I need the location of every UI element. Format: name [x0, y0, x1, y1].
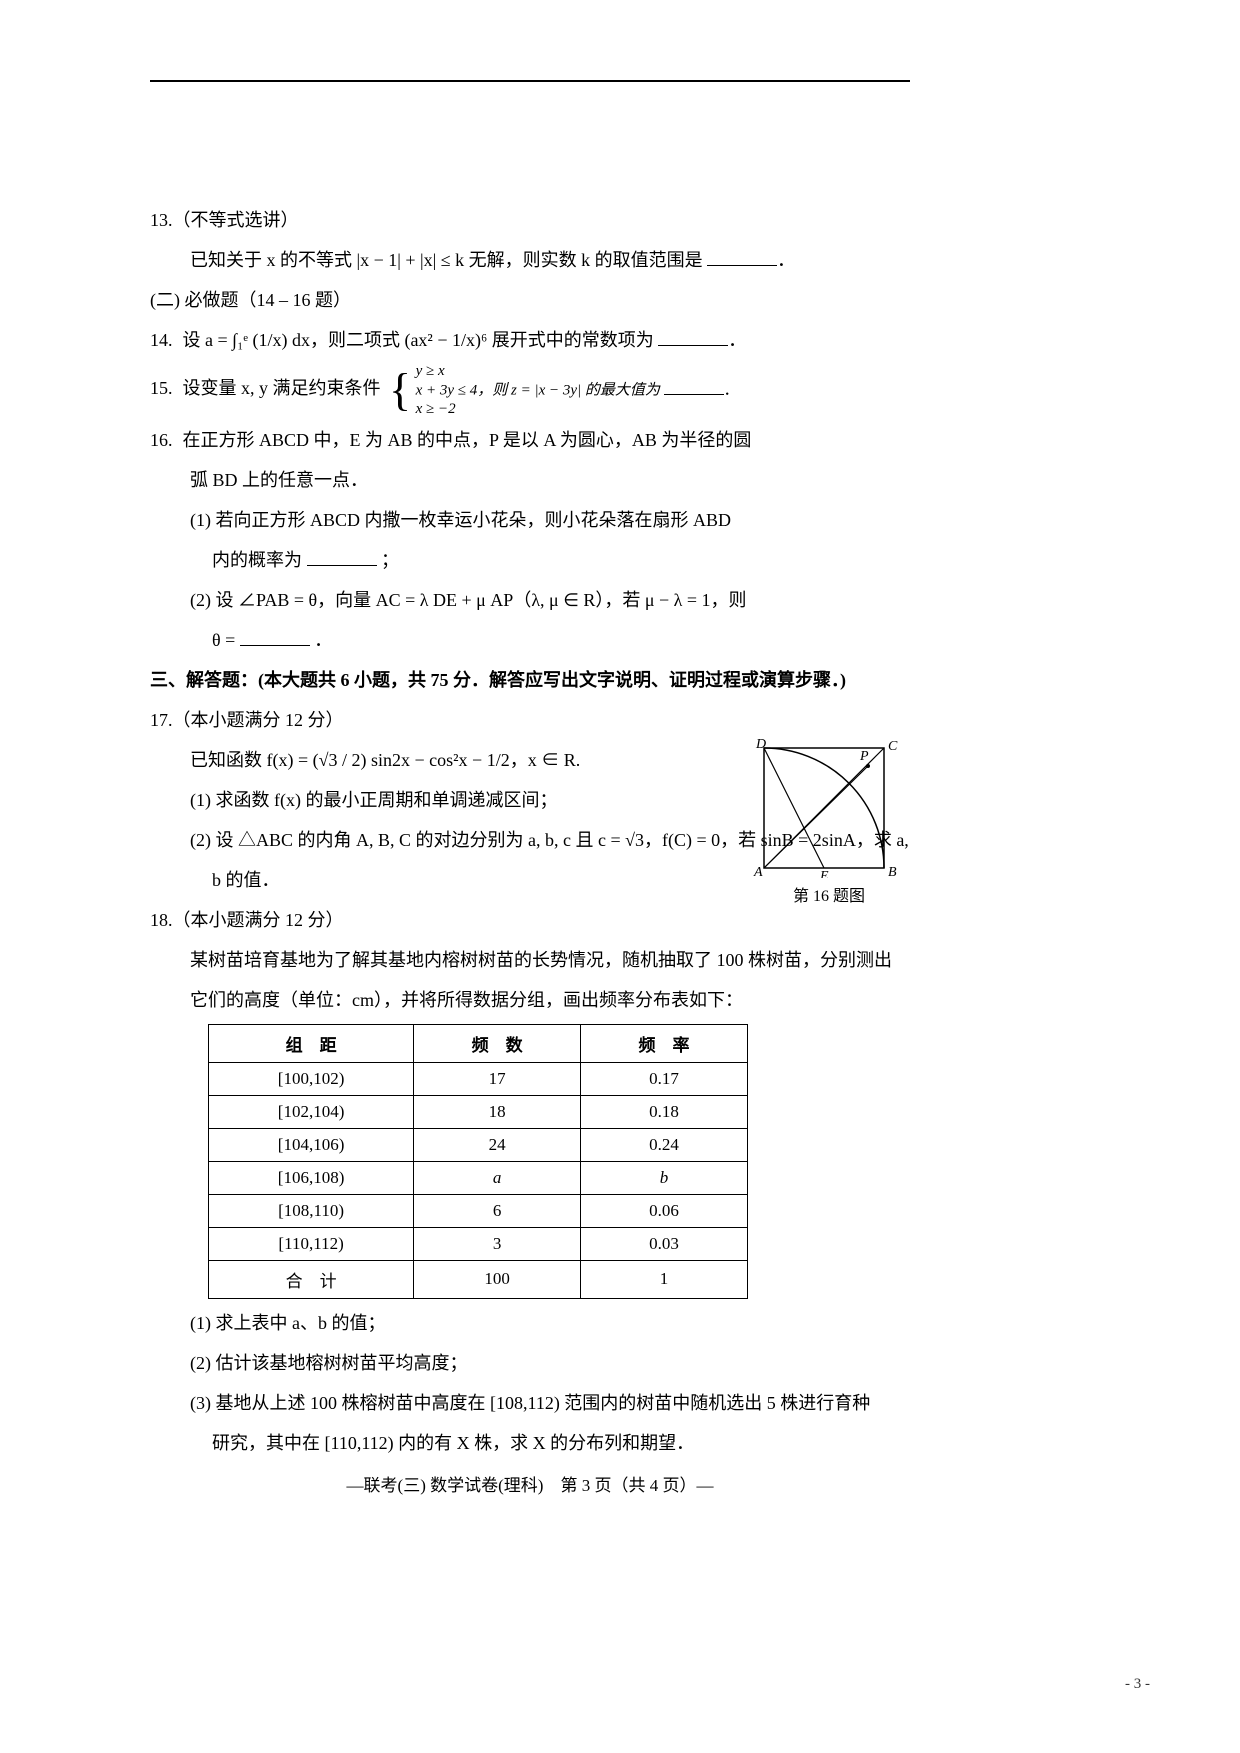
q14: 14. 设 a = ∫₁ᵉ (1/x) dx，则二项式 (ax² − 1/x)⁶…: [150, 322, 910, 358]
top-rule: [150, 80, 910, 82]
page-footer: —联考(三) 数学试卷(理科) 第 3 页（共 4 页）—: [150, 1471, 910, 1496]
lbl-P: P: [859, 749, 869, 764]
q16-num: 16.: [150, 422, 178, 458]
lbl-D: D: [755, 738, 766, 752]
lbl-B: B: [888, 865, 897, 878]
q16-p2a: (2) 设 ∠PAB = θ，向量 AC = λ DE + μ AP（λ, μ …: [150, 582, 910, 618]
q14-body: 设 a = ∫₁ᵉ (1/x) dx，则二项式 (ax² − 1/x)⁶ 展开式…: [183, 330, 654, 350]
q15-lead: 设变量 x, y 满足约束条件: [183, 378, 381, 398]
q18-p3a: (3) 基地从上述 100 株榕树苗中高度在 [108,112) 范围内的树苗中…: [150, 1385, 910, 1421]
q16-p1b: 内的概率为: [212, 550, 302, 570]
q18-head: 18.（本小题满分 12 分）: [150, 902, 910, 938]
q16-p2b: θ =: [212, 630, 235, 650]
q13-tag: 13.（不等式选讲）: [150, 202, 910, 238]
q13-blank: [707, 249, 777, 266]
q16-svg: D C A B E P: [744, 738, 914, 878]
q15-sys1: y ≥ x: [416, 363, 445, 379]
q16-l1: 16. 在正方形 ABCD 中，E 为 AB 的中点，P 是以 A 为圆心，AB…: [150, 422, 910, 458]
q13-text: 已知关于 x 的不等式 |x − 1| + |x| ≤ k 无解，则实数 k 的…: [150, 242, 910, 278]
table-body: [100,102)170.17 [102,104)180.18 [104,106…: [209, 1062, 748, 1298]
page-number: - 3 -: [1125, 1676, 1150, 1693]
table-row: [102,104)180.18: [209, 1095, 748, 1128]
q16-p2c: ．: [314, 630, 332, 650]
q18-table: 组 距 频 数 频 率 [100,102)170.17 [102,104)180…: [208, 1024, 748, 1299]
q18-p2: (2) 估计该基地榕树树苗平均高度；: [150, 1345, 910, 1381]
table-row: [104,106)240.24: [209, 1128, 748, 1161]
table-row: [106,108)ab: [209, 1161, 748, 1194]
q15-blank: [664, 380, 724, 395]
q16-p1b-row: 内的概率为 ；: [150, 542, 910, 578]
q15-brace: { y ≥ x x + 3y ≤ 4，则 z = |x − 3y| 的最大值为 …: [389, 362, 739, 418]
q17-head: 17.（本小题满分 12 分）: [150, 702, 910, 738]
q16-l1-text: 在正方形 ABCD 中，E 为 AB 的中点，P 是以 A 为圆心，AB 为半径…: [183, 430, 752, 450]
q14-num: 14.: [150, 322, 178, 358]
q18-p1: (1) 求上表中 a、b 的值；: [150, 1305, 910, 1341]
q18-l1: 某树苗培育基地为了解其基地内榕树树苗的长势情况，随机抽取了 100 株树苗，分别…: [150, 942, 910, 978]
table-row: [110,112)30.03: [209, 1227, 748, 1260]
lbl-C: C: [888, 739, 898, 754]
q15-sys2: x + 3y ≤ 4，则 z = |x − 3y| 的最大值为: [416, 383, 660, 399]
table-head-row: 组 距 频 数 频 率: [209, 1024, 748, 1062]
th-1: 频 数: [414, 1024, 581, 1062]
lbl-E: E: [819, 869, 829, 878]
q16-caption: 第 16 题图: [744, 882, 914, 906]
q18-p3b: 研究，其中在 [110,112) 内的有 X 株，求 X 的分布列和期望．: [150, 1425, 910, 1461]
lbl-A: A: [753, 865, 763, 878]
q15-num: 15.: [150, 370, 178, 406]
table-row: [100,102)170.17: [209, 1062, 748, 1095]
q13-body: 已知关于 x 的不等式 |x − 1| + |x| ≤ k 无解，则实数 k 的…: [190, 250, 703, 270]
th-2: 频 率: [581, 1024, 748, 1062]
th-0: 组 距: [209, 1024, 414, 1062]
q16-p1a: (1) 若向正方形 ABCD 内撒一枚幸运小花朵，则小花朵落在扇形 ABD: [150, 502, 910, 538]
q18-l2: 它们的高度（单位：cm），并将所得数据分组，画出频率分布表如下：: [150, 982, 910, 1018]
exam-page: 13.（不等式选讲） 已知关于 x 的不等式 |x − 1| + |x| ≤ k…: [150, 80, 910, 1496]
table-row: [108,110)60.06: [209, 1194, 748, 1227]
q16-p2b-row: θ = ．: [150, 622, 910, 658]
sub2-heading: (二) 必做题（14 – 16 题）: [150, 282, 910, 318]
q15-sys3: x ≥ −2: [416, 401, 456, 417]
q16-p1c: ；: [381, 550, 399, 570]
q14-blank: [658, 329, 728, 346]
q15: 15. 设变量 x, y 满足约束条件 { y ≥ x x + 3y ≤ 4，则…: [150, 362, 910, 418]
q16-p1-blank: [307, 548, 377, 565]
q16-l2: 弧 BD 上的任意一点．: [150, 462, 910, 498]
q16-p2-blank: [240, 628, 310, 645]
q16-figure: D C A B E P 第 16 题图: [744, 738, 914, 906]
q16-block: 16. 在正方形 ABCD 中，E 为 AB 的中点，P 是以 A 为圆心，AB…: [150, 422, 910, 658]
section3-heading: 三、解答题：(本大题共 6 小题，共 75 分．解答应写出文字说明、证明过程或演…: [150, 662, 910, 698]
table-row: 合 计1001: [209, 1260, 748, 1298]
